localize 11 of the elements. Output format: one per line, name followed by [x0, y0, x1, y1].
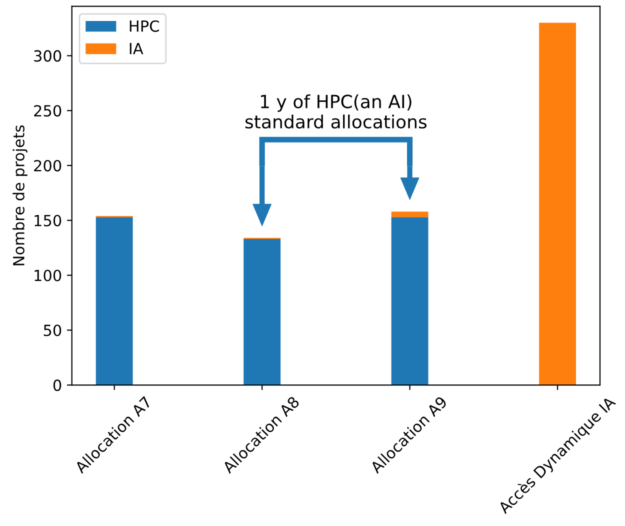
y-axis-title: Nombre de projets [12, 125, 28, 266]
legend-label: HPC [130, 20, 159, 32]
y-tick-label: 0 [53, 379, 62, 392]
y-tick-label: 250 [34, 105, 62, 117]
y-tick-label: 300 [34, 50, 62, 62]
y-tick-label: 50 [44, 324, 62, 336]
y-tick-label: 200 [34, 160, 62, 172]
y-tick-label: 150 [34, 214, 62, 226]
legend-label: IA [130, 42, 144, 54]
annotation: 1 y of HPC(an AI) standard allocations [245, 94, 427, 129]
y-tick-label: 100 [34, 270, 62, 282]
